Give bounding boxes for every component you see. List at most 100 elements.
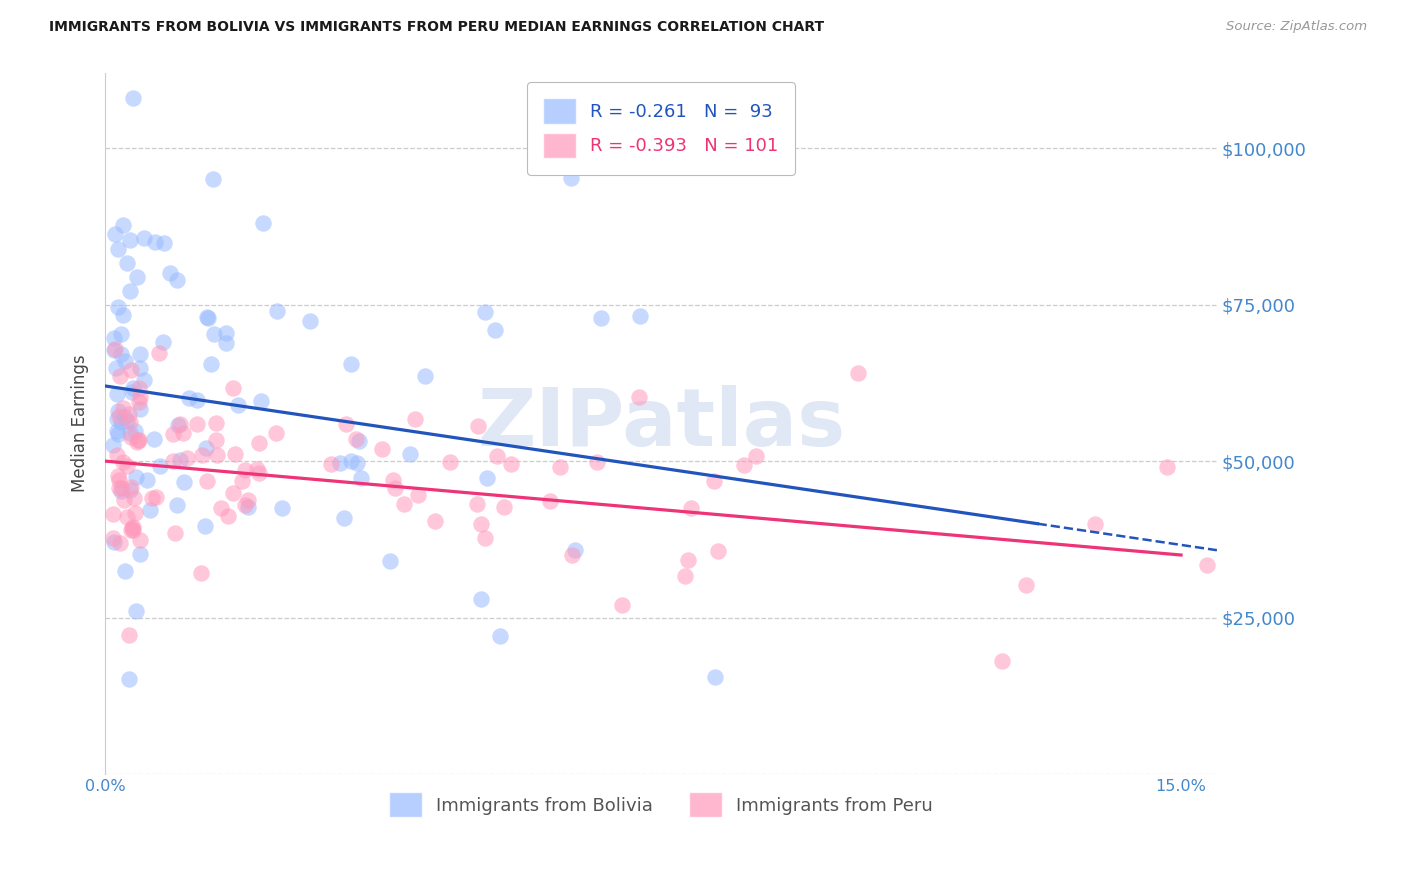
Point bbox=[990, 655, 1012, 669]
Point bbox=[114, 409, 136, 424]
Point bbox=[215, 336, 238, 351]
Point bbox=[112, 219, 135, 233]
Point bbox=[378, 554, 401, 568]
Point bbox=[105, 361, 128, 376]
Point bbox=[120, 362, 142, 376]
Point bbox=[1197, 558, 1219, 573]
Point bbox=[205, 448, 228, 462]
Point bbox=[250, 393, 273, 408]
Point bbox=[252, 216, 274, 230]
Point bbox=[103, 535, 125, 549]
Point bbox=[332, 510, 354, 524]
Point bbox=[107, 468, 129, 483]
Point bbox=[586, 455, 609, 469]
Point bbox=[121, 520, 143, 534]
Point bbox=[560, 170, 582, 185]
Point bbox=[129, 360, 152, 375]
Point bbox=[162, 454, 184, 468]
Point bbox=[1084, 516, 1107, 531]
Point bbox=[222, 485, 245, 500]
Point bbox=[108, 409, 131, 424]
Point bbox=[628, 309, 651, 323]
Point bbox=[415, 368, 437, 383]
Point bbox=[136, 473, 159, 487]
Point bbox=[745, 450, 768, 464]
Point bbox=[128, 380, 150, 394]
Point bbox=[122, 523, 145, 537]
Text: IMMIGRANTS FROM BOLIVIA VS IMMIGRANTS FROM PERU MEDIAN EARNINGS CORRELATION CHAR: IMMIGRANTS FROM BOLIVIA VS IMMIGRANTS FR… bbox=[49, 20, 824, 34]
Point bbox=[499, 457, 522, 471]
Point bbox=[105, 412, 128, 426]
Point bbox=[205, 416, 228, 430]
Point bbox=[107, 427, 129, 442]
Point bbox=[103, 343, 125, 357]
Point bbox=[439, 455, 461, 469]
Point bbox=[172, 425, 194, 440]
Point bbox=[217, 508, 239, 523]
Point bbox=[194, 519, 217, 533]
Point bbox=[128, 402, 150, 417]
Point bbox=[118, 628, 141, 642]
Point bbox=[394, 497, 416, 511]
Point bbox=[132, 374, 155, 388]
Point bbox=[470, 591, 492, 606]
Point bbox=[120, 524, 142, 538]
Point bbox=[111, 481, 134, 495]
Point bbox=[129, 390, 152, 404]
Point bbox=[118, 672, 141, 686]
Point bbox=[117, 256, 139, 270]
Point bbox=[233, 498, 256, 512]
Point bbox=[166, 498, 188, 512]
Point bbox=[350, 470, 373, 484]
Point bbox=[538, 493, 561, 508]
Point bbox=[121, 384, 143, 399]
Point bbox=[676, 552, 699, 566]
Point bbox=[125, 469, 148, 483]
Point bbox=[169, 452, 191, 467]
Point bbox=[108, 481, 131, 495]
Point bbox=[195, 474, 218, 488]
Point bbox=[120, 429, 142, 443]
Point bbox=[335, 417, 357, 431]
Point bbox=[266, 303, 288, 318]
Point bbox=[159, 266, 181, 280]
Point bbox=[114, 565, 136, 579]
Point bbox=[475, 471, 498, 485]
Point bbox=[110, 347, 132, 361]
Point bbox=[492, 500, 515, 515]
Point bbox=[344, 432, 367, 446]
Point bbox=[127, 434, 149, 448]
Point bbox=[347, 434, 370, 448]
Point bbox=[169, 417, 191, 432]
Point bbox=[111, 401, 134, 415]
Point bbox=[703, 474, 725, 488]
Legend: Immigrants from Bolivia, Immigrants from Peru: Immigrants from Bolivia, Immigrants from… bbox=[382, 785, 941, 825]
Point bbox=[236, 492, 259, 507]
Point bbox=[627, 390, 650, 404]
Point bbox=[673, 569, 696, 583]
Point bbox=[128, 395, 150, 409]
Point bbox=[152, 335, 174, 350]
Point bbox=[224, 446, 246, 460]
Point bbox=[467, 418, 489, 433]
Point bbox=[112, 493, 135, 508]
Point bbox=[381, 473, 404, 487]
Point bbox=[110, 415, 132, 429]
Point bbox=[103, 331, 125, 345]
Point bbox=[101, 507, 124, 521]
Point bbox=[108, 536, 131, 550]
Point bbox=[111, 455, 134, 469]
Point bbox=[124, 424, 146, 438]
Point bbox=[101, 531, 124, 545]
Point bbox=[104, 227, 127, 242]
Point bbox=[141, 491, 163, 506]
Point bbox=[733, 458, 755, 472]
Point bbox=[134, 231, 156, 245]
Point bbox=[470, 516, 492, 531]
Point bbox=[246, 462, 269, 476]
Point bbox=[846, 367, 869, 381]
Point bbox=[110, 368, 132, 383]
Point bbox=[129, 547, 152, 561]
Point bbox=[105, 387, 128, 401]
Point bbox=[202, 327, 225, 342]
